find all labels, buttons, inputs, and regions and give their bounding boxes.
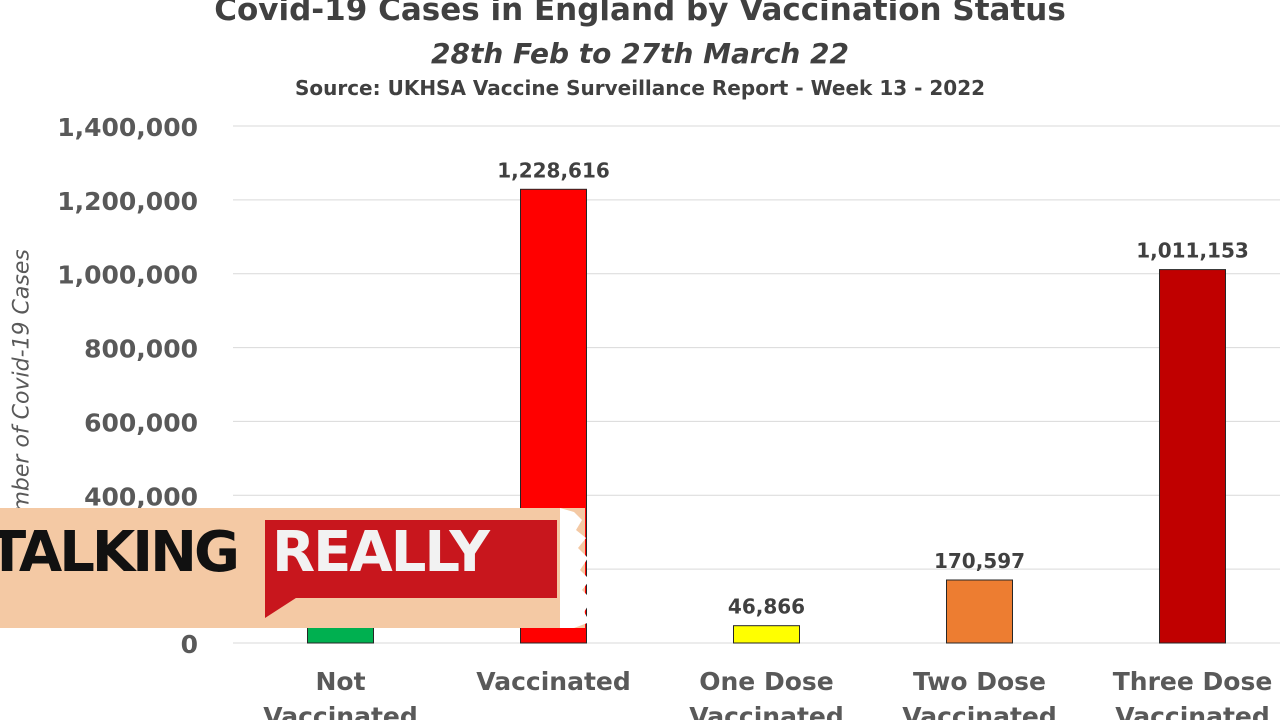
x-tick-label: Vaccinated	[263, 702, 418, 720]
x-tick-label: Vaccinated	[689, 702, 844, 720]
data-label: 1,011,153	[1136, 239, 1249, 263]
y-tick-label: 800,000	[84, 335, 198, 364]
data-label: 170,597	[934, 549, 1025, 573]
watermark-really-tail	[265, 596, 299, 618]
bar	[1159, 269, 1226, 644]
watermark-torn-edge	[560, 508, 592, 628]
y-tick-label: 1,000,000	[57, 261, 198, 290]
chart-subtitle: 28th Feb to 27th March 22	[431, 37, 849, 70]
x-tick-label: Not	[315, 667, 365, 696]
x-tick-label: Vaccinated	[476, 667, 631, 696]
watermark-really-box	[265, 520, 557, 598]
y-tick-label: 0	[181, 630, 198, 659]
x-tick-label: One Dose	[699, 667, 833, 696]
y-tick-label: 400,000	[84, 482, 198, 511]
watermark-really: REALLY	[272, 520, 490, 585]
y-tick-label: 600,000	[84, 408, 198, 437]
watermark-talking: TALKING	[0, 520, 240, 585]
y-tick-label: 1,200,000	[57, 187, 198, 216]
x-tick-label: Vaccinated	[902, 702, 1057, 720]
data-label: 46,866	[728, 595, 805, 619]
chart-source: Source: UKHSA Vaccine Surveillance Repor…	[294, 76, 986, 100]
y-tick-label: 1,400,000	[57, 113, 198, 142]
bar	[733, 625, 800, 644]
bar	[307, 626, 374, 644]
x-tick-label: Vaccinated	[1115, 702, 1270, 720]
data-label: 1,228,616	[497, 158, 610, 182]
x-tick-label: Three Dose	[1113, 667, 1273, 696]
chart-title: Covid-19 Cases in England by Vaccination…	[214, 0, 1066, 28]
x-tick-label: Two Dose	[913, 667, 1046, 696]
bar	[946, 579, 1013, 644]
